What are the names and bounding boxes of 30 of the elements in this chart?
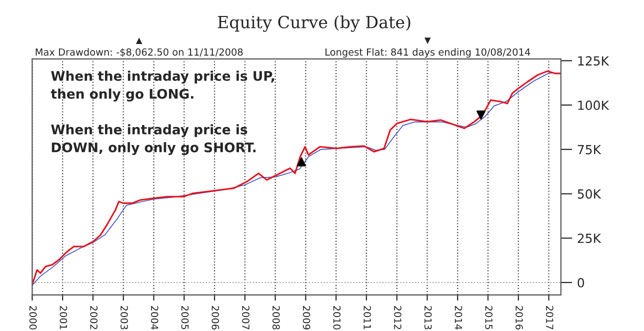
x-tick-label: 2010 [333, 306, 341, 330]
x-tick-label: 2011 [364, 306, 371, 330]
text: Max Drawdown: -$8,062.50 on 11/11/2008 [36, 48, 243, 57]
x-tick-label: 2004 [150, 306, 158, 330]
x-tick-label: 2015 [485, 306, 493, 330]
x-tick-label: 2009 [302, 306, 310, 330]
x-tick-label: 2001 [60, 306, 68, 330]
chart-title: Equity Curve (by Date) [218, 15, 410, 32]
x-tick-label: 2014 [454, 306, 462, 330]
text: ▼ [424, 38, 431, 44]
x-tick-label: 2006 [212, 306, 220, 330]
x-tick-label: 2007 [242, 306, 250, 330]
y-tick-label: 0 [578, 278, 584, 288]
x-tick-label: 2013 [424, 306, 432, 330]
y-tick-label: 75K [578, 145, 602, 154]
text: Longest Flat: 841 days ending 10/08/2014 [326, 48, 530, 58]
text: When the intraday price is UP, then only go LONG. When the intraday price is DOWN, only only go SHORT. [50, 70, 274, 156]
y-tick-label: 125K [578, 56, 610, 66]
text: ▲ [136, 38, 142, 44]
x-tick-label: 2017 [546, 306, 554, 330]
y-tick-label: 50K [578, 189, 602, 199]
x-tick-label: 2012 [394, 306, 402, 330]
x-tick-label: 2008 [272, 306, 280, 330]
x-tick-label: 2016 [516, 306, 523, 330]
x-tick-label: 2005 [181, 306, 189, 330]
x-tick-label: 2000 [29, 306, 37, 330]
x-tick-label: 2002 [90, 306, 98, 330]
y-tick-label: 25K [578, 234, 602, 244]
x-tick-label: 2003 [120, 306, 128, 330]
y-tick-label: 100K [578, 100, 610, 110]
